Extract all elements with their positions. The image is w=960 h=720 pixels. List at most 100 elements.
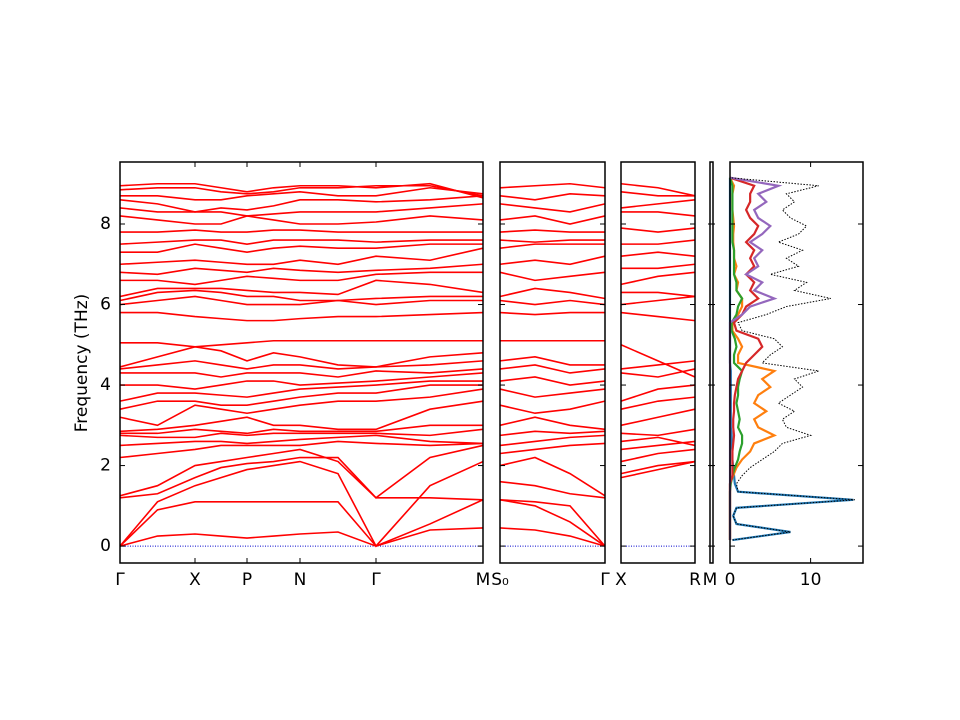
band — [499, 442, 606, 455]
band — [499, 215, 606, 225]
band — [119, 434, 484, 447]
y-tick-label: 0 — [100, 536, 111, 556]
band — [499, 193, 606, 201]
band — [620, 360, 696, 370]
band — [119, 456, 484, 501]
band — [119, 263, 484, 276]
band — [499, 203, 606, 213]
band — [499, 255, 606, 266]
band — [621, 291, 696, 298]
band — [620, 190, 695, 197]
band — [499, 480, 606, 499]
partial-dos — [728, 177, 854, 542]
frame — [709, 161, 714, 564]
x-tick-label: Γ — [371, 570, 381, 590]
band — [119, 279, 484, 298]
x-tick-label: M — [476, 570, 491, 590]
x-tick-label: M — [703, 570, 718, 590]
band — [120, 311, 484, 322]
band — [119, 380, 483, 402]
partial-dos — [728, 176, 764, 541]
x-tick-label: Γ — [600, 570, 610, 590]
band — [499, 498, 606, 547]
band — [119, 182, 484, 199]
y-tick-label: 8 — [100, 214, 111, 234]
band — [119, 460, 484, 548]
x-tick-label: R — [689, 570, 701, 590]
band — [620, 436, 696, 447]
y-tick-label: 4 — [100, 375, 111, 395]
band — [620, 460, 696, 479]
band — [119, 345, 484, 368]
band — [119, 388, 484, 427]
band — [499, 271, 606, 282]
band — [620, 182, 696, 197]
band — [119, 239, 483, 245]
band — [499, 299, 606, 306]
band — [620, 396, 696, 410]
band — [120, 271, 483, 286]
band — [621, 263, 696, 270]
band — [120, 424, 483, 435]
band — [119, 289, 483, 302]
band — [499, 243, 605, 249]
band — [621, 211, 696, 217]
x-tick-label: 0 — [725, 570, 736, 590]
band — [119, 527, 484, 547]
band — [119, 444, 484, 499]
band — [119, 295, 483, 306]
band — [620, 199, 696, 209]
band — [499, 499, 606, 547]
x-tick-label: 10 — [800, 570, 822, 590]
band — [119, 195, 484, 213]
x-tick-label: Γ — [115, 570, 125, 590]
band — [620, 227, 696, 233]
band — [119, 440, 484, 459]
total-dos — [729, 177, 855, 541]
band — [119, 215, 484, 225]
frame — [729, 161, 864, 564]
band — [499, 416, 606, 431]
band — [620, 344, 696, 378]
y-tick-label: 2 — [100, 456, 111, 476]
band — [119, 360, 484, 370]
band — [499, 182, 606, 189]
band — [120, 372, 484, 390]
band — [119, 400, 484, 433]
band — [620, 428, 696, 437]
band — [499, 239, 605, 243]
x-tick-label: X — [189, 570, 201, 590]
band — [119, 203, 484, 217]
band — [499, 311, 605, 316]
band — [119, 384, 483, 410]
band — [499, 434, 606, 447]
band — [499, 287, 606, 300]
band — [621, 239, 696, 245]
x-tick-label: P — [242, 570, 252, 590]
band — [119, 247, 484, 266]
band — [620, 251, 696, 258]
band — [499, 364, 606, 374]
band — [620, 311, 696, 322]
band — [119, 428, 484, 439]
band — [620, 295, 696, 306]
band — [499, 527, 606, 547]
frame — [119, 161, 484, 564]
band — [499, 229, 605, 233]
band — [620, 448, 696, 463]
band — [620, 460, 696, 475]
x-tick-label: X — [615, 570, 627, 590]
band — [499, 376, 606, 386]
y-axis-label: Frequency (THz) — [72, 294, 92, 433]
y-tick-label: 6 — [100, 295, 111, 315]
x-tick-label: S₀ — [491, 570, 509, 590]
band — [120, 368, 484, 378]
band — [620, 408, 696, 427]
band — [120, 243, 483, 253]
band — [499, 356, 605, 366]
band — [499, 456, 606, 497]
band — [499, 388, 606, 398]
frame — [499, 161, 606, 564]
band — [499, 400, 606, 415]
band — [120, 229, 483, 233]
